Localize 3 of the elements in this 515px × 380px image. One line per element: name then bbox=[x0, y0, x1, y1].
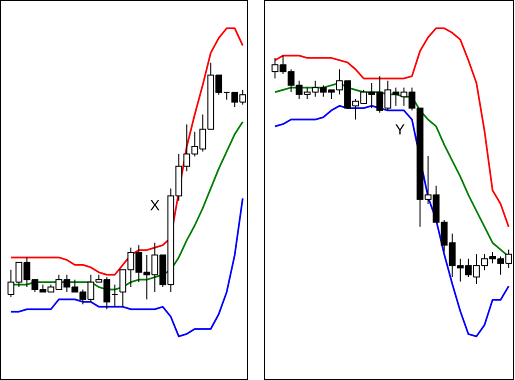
annotation: X bbox=[150, 200, 160, 210]
annotation: Y bbox=[395, 124, 405, 134]
candlestick bbox=[111, 284, 118, 308]
